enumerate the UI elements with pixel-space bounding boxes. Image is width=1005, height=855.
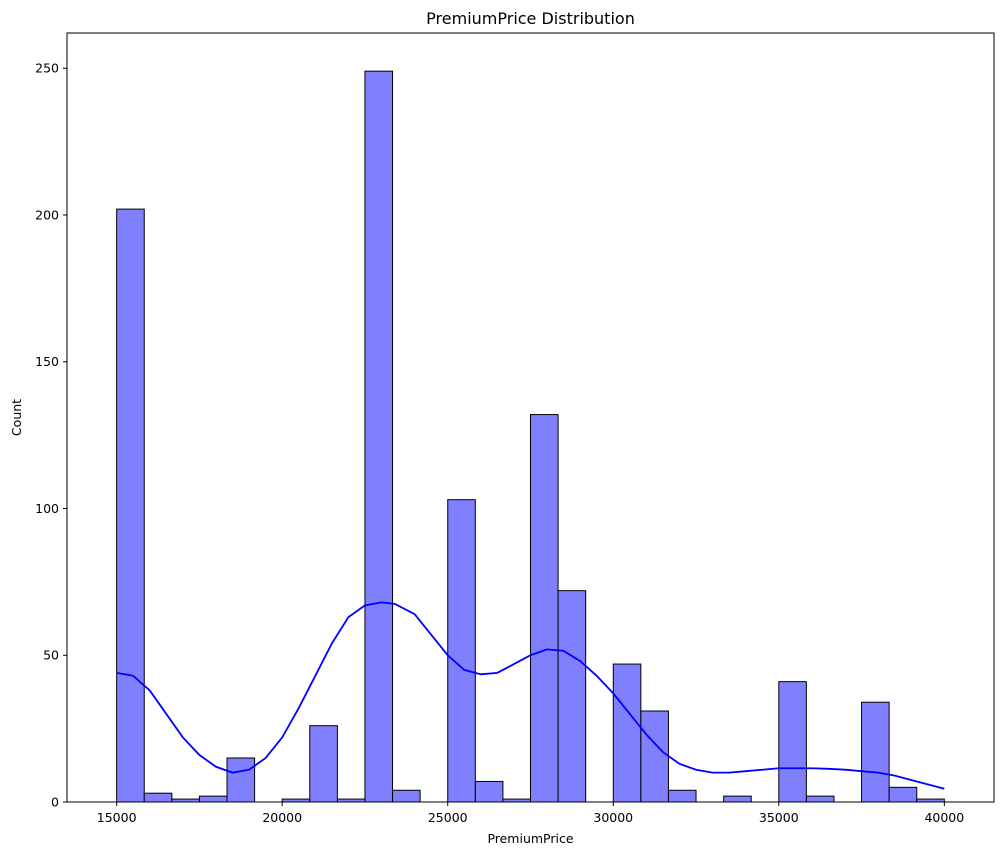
histogram-bar: [198, 795, 228, 803]
chart-title: PremiumPrice Distribution: [426, 9, 635, 28]
histogram-bar: [612, 663, 642, 803]
x-axis-label: PremiumPrice: [487, 831, 573, 846]
x-tick-label: 15000: [97, 810, 137, 825]
y-axis: 0 50 100 150 200 250: [35, 61, 67, 810]
histogram-bar: [447, 499, 476, 803]
histogram-bar: [888, 786, 918, 803]
histogram-bar: [143, 792, 173, 803]
kde-line: [116, 601, 945, 790]
histogram-bar: [392, 789, 421, 803]
histogram-bar: [226, 757, 256, 803]
y-axis-label: Count: [9, 399, 24, 436]
histogram-bar: [364, 70, 394, 803]
y-tick-label: 150: [35, 354, 59, 369]
histogram-bar: [529, 414, 559, 803]
histogram-bar: [557, 590, 587, 803]
histogram-bar: [805, 795, 835, 803]
y-tick-label: 50: [43, 648, 59, 663]
histogram-bar: [778, 681, 807, 803]
x-tick-label: 40000: [924, 810, 964, 825]
histogram-bar: [861, 701, 890, 803]
y-tick-label: 0: [51, 795, 59, 810]
plot-frame: [66, 32, 995, 803]
histogram-bars: [116, 70, 945, 803]
x-tick-label: 35000: [759, 810, 799, 825]
x-axis: 15000 20000 25000 30000 35000 40000: [97, 802, 964, 825]
y-tick-label: 100: [35, 501, 59, 516]
y-tick-label: 250: [35, 61, 59, 76]
histogram-bar: [474, 780, 504, 803]
histogram-bar: [309, 725, 338, 803]
histogram-bar: [723, 795, 752, 803]
y-tick-label: 200: [35, 207, 59, 222]
x-tick-label: 20000: [262, 810, 302, 825]
histogram-bar: [116, 208, 145, 803]
x-tick-label: 25000: [428, 810, 468, 825]
histogram-bar: [640, 710, 669, 803]
histogram-bar: [667, 789, 697, 803]
x-tick-label: 30000: [593, 810, 633, 825]
